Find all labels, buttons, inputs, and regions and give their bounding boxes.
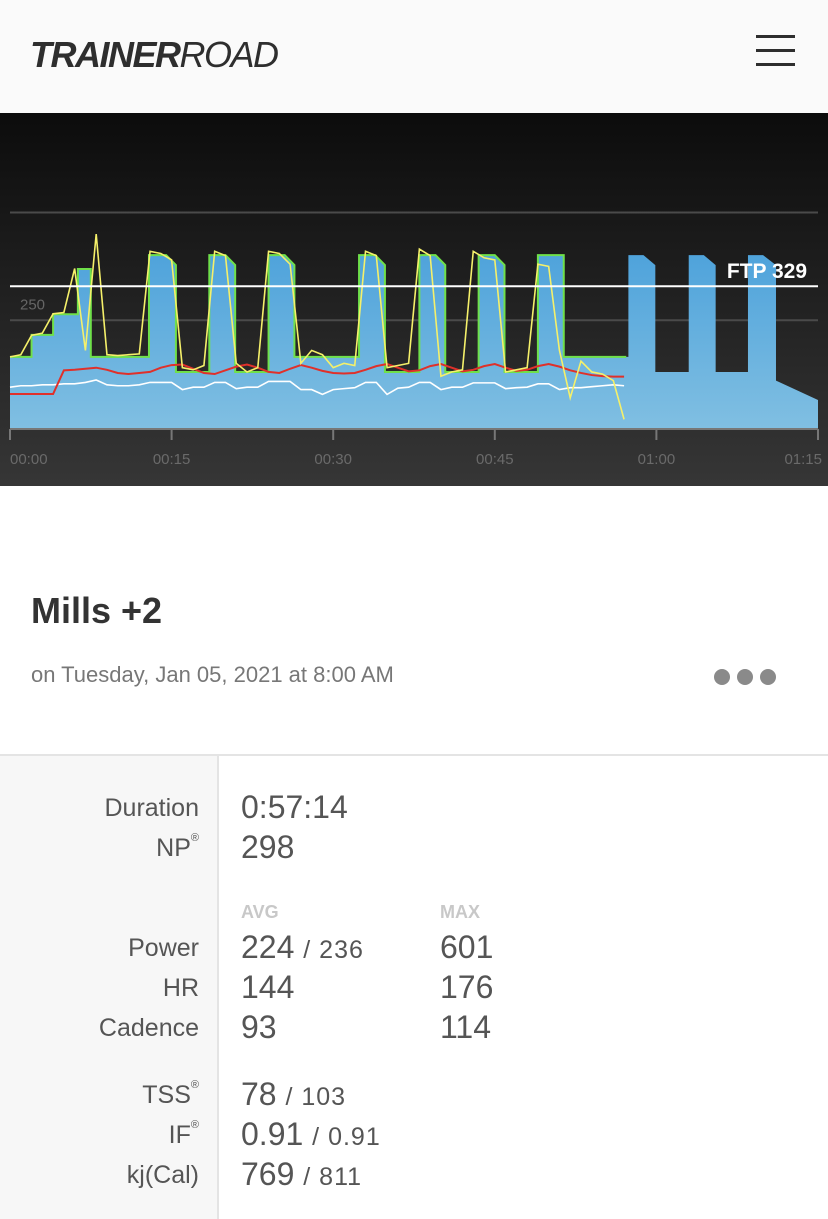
logo-light: ROAD — [179, 34, 280, 75]
power-line — [9, 233, 625, 420]
top-nav: TRAINERROAD — [0, 0, 828, 113]
workout-date: on Tuesday, Jan 05, 2021 at 8:00 AM — [31, 662, 394, 687]
if-value: 0.91 / 0.91 — [241, 1116, 381, 1152]
y-tick-label: 250 — [20, 296, 45, 313]
ftp-label: FTP 329 — [727, 260, 807, 283]
stats-label-column — [0, 756, 219, 1219]
tss-value: 78 / 103 — [241, 1076, 347, 1112]
x-tick-label: 00:15 — [153, 451, 191, 468]
x-tick-label: 01:15 — [784, 451, 822, 468]
hr-avg: 144 — [241, 969, 295, 1005]
np-label: NP® — [156, 832, 199, 862]
avg-header: AVG — [241, 902, 279, 922]
kj-value: 769 / 811 — [241, 1156, 363, 1192]
x-tick-label: 00:30 — [314, 451, 352, 468]
duration-label: Duration — [104, 794, 200, 822]
duration-value: 0:57:14 — [241, 789, 348, 825]
tss-label: TSS® — [142, 1079, 199, 1109]
hamburger-icon[interactable] — [756, 35, 795, 67]
hr-max: 176 — [440, 969, 494, 1005]
stats-table: Duration 0:57:14 NP® 298 AVG MAX Power 2… — [0, 754, 828, 1219]
heart-rate-line — [10, 362, 625, 395]
power-max: 601 — [440, 929, 494, 965]
if-label: IF® — [168, 1119, 199, 1149]
np-value: 298 — [241, 829, 295, 865]
cadence-line — [9, 379, 625, 396]
x-tick-label: 00:00 — [10, 451, 48, 468]
workout-title: Mills +2 — [31, 590, 163, 631]
power-avg: 224 / 236 — [241, 929, 364, 965]
logo-bold: TRAINER — [30, 34, 181, 75]
x-tick-label: 00:45 — [476, 451, 514, 468]
cadence-max: 114 — [440, 1009, 492, 1045]
workout-chart: 250 FTP 329 00:00 00:15 00:30 00:45 01:00 01:… — [0, 113, 828, 486]
x-tick-label: 01:00 — [638, 451, 676, 468]
hr-label: HR — [162, 974, 199, 1002]
cadence-avg: 93 — [241, 1009, 277, 1045]
max-header: MAX — [440, 902, 480, 922]
power-label: Power — [128, 934, 199, 962]
more-dots-icon[interactable] — [712, 668, 778, 686]
kj-label: kj(Cal) — [126, 1161, 199, 1189]
cadence-label: Cadence — [98, 1014, 199, 1042]
trainerroad-logo[interactable]: TRAINERROAD — [30, 34, 280, 76]
